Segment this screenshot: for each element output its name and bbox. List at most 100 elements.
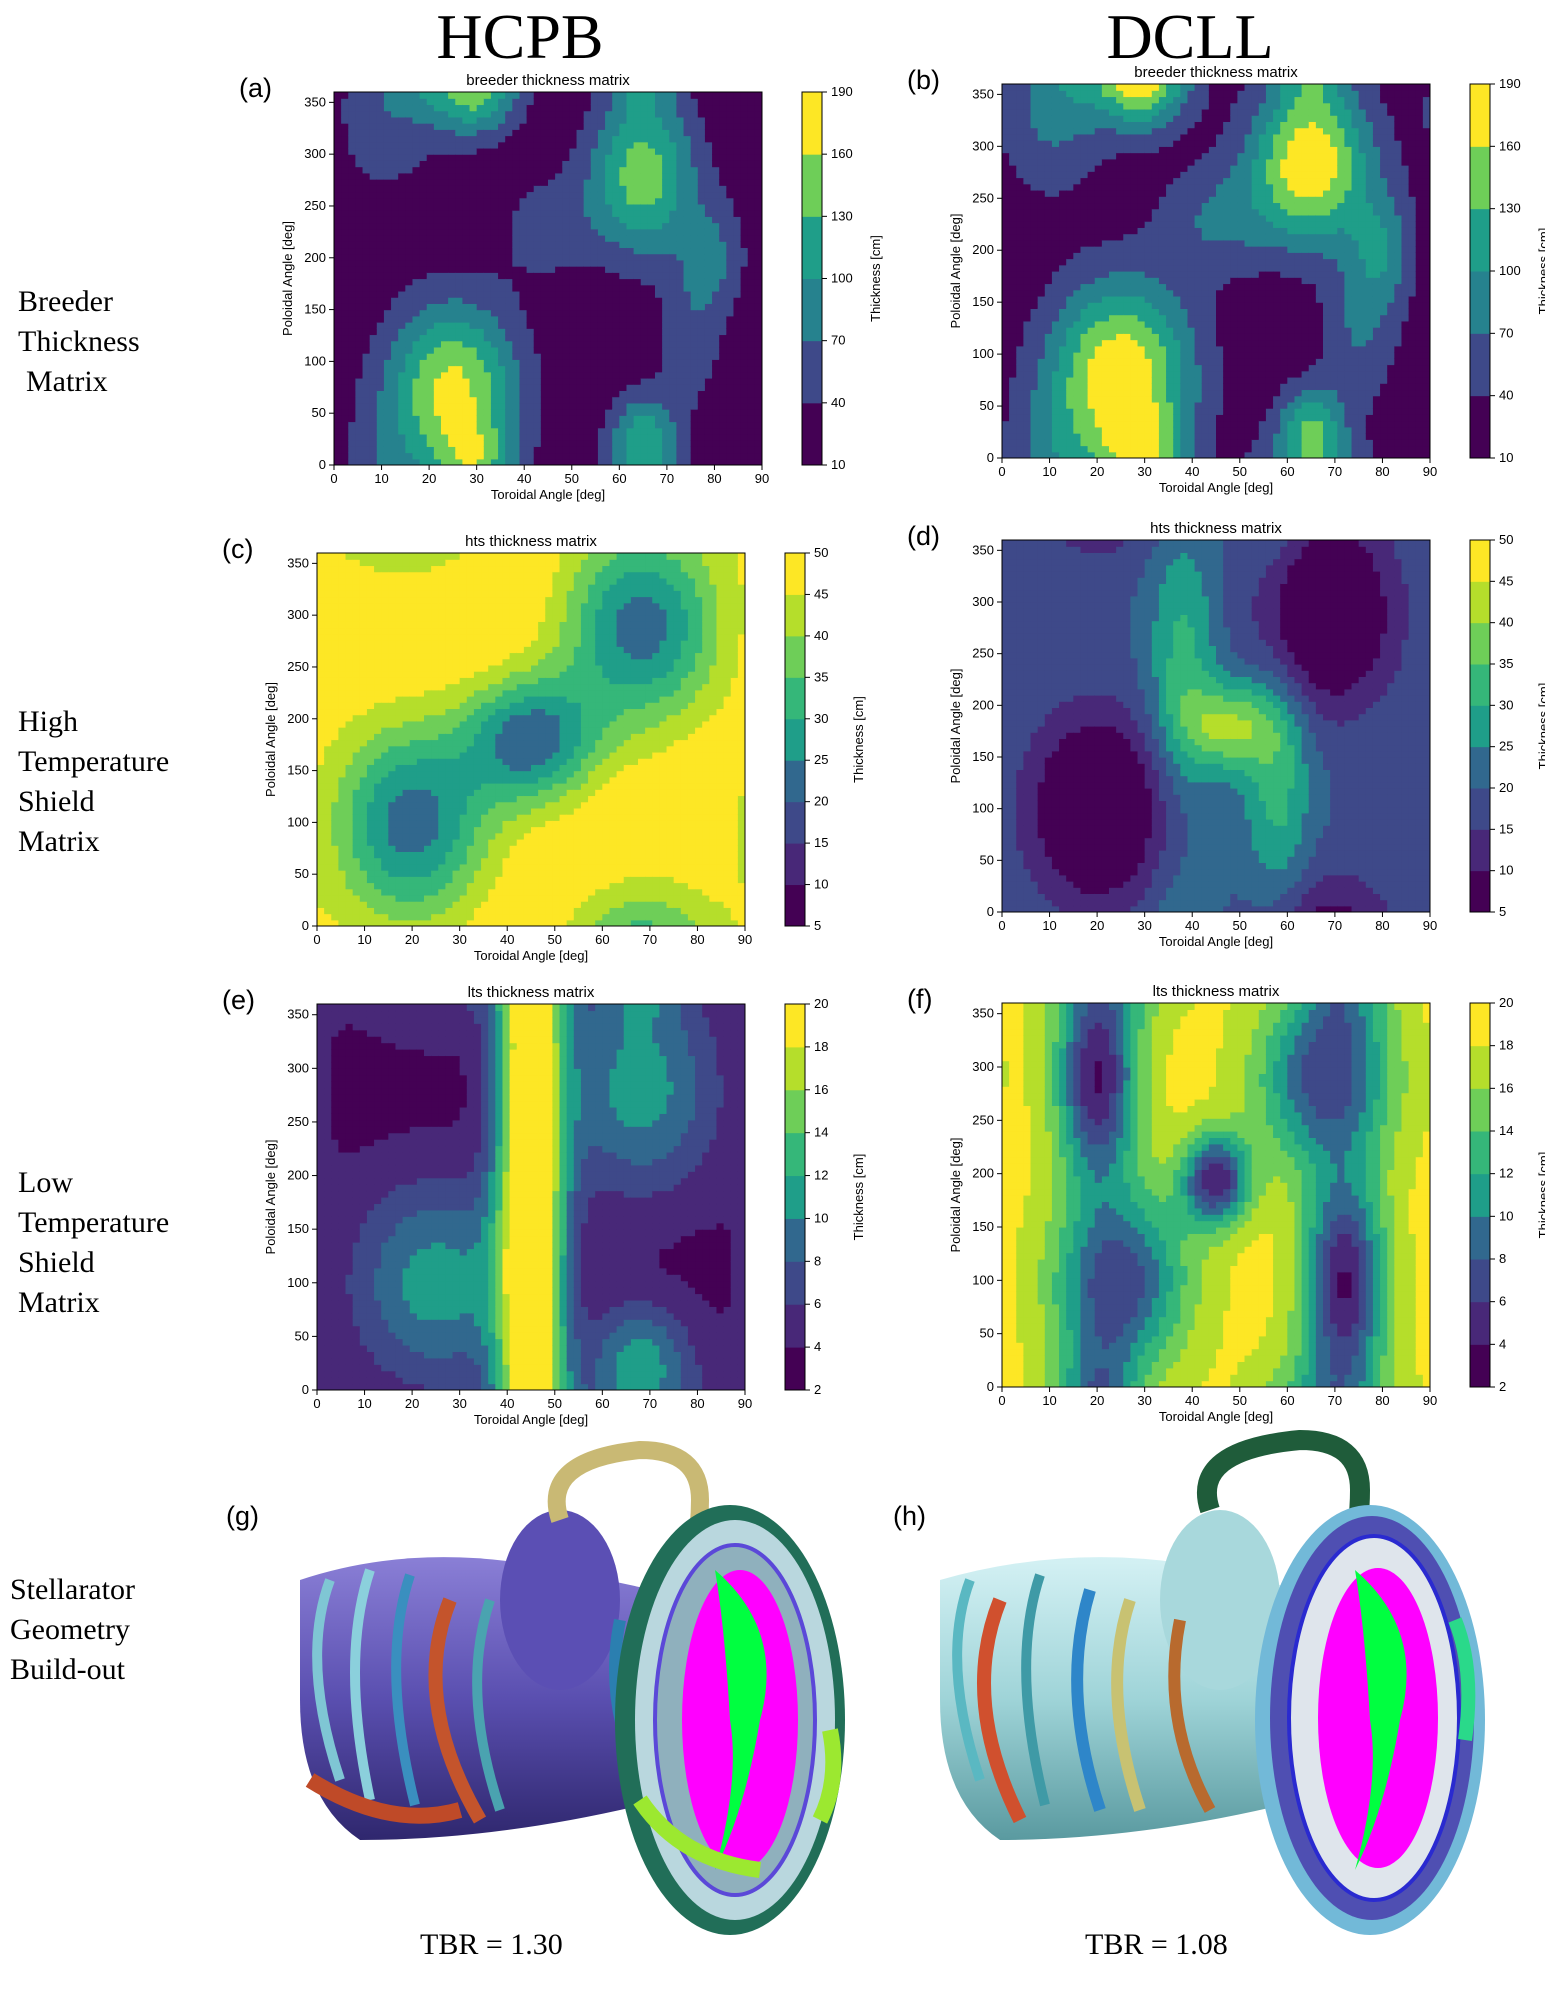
heatmap-cell xyxy=(1002,271,1010,278)
heatmap-cell xyxy=(683,359,692,367)
heatmap-cell xyxy=(719,346,727,354)
heatmap-cell xyxy=(697,384,706,391)
heatmap-cell xyxy=(490,346,499,354)
heatmap-cell xyxy=(426,384,435,391)
heatmap-cell xyxy=(405,191,414,199)
heatmap-cell xyxy=(712,396,720,404)
heatmap-cell xyxy=(690,253,699,261)
heatmap-cell xyxy=(583,129,592,137)
heatmap-cell xyxy=(1073,395,1082,403)
heatmap-cell xyxy=(704,272,713,280)
heatmap-cell xyxy=(555,421,563,429)
heatmap-cell xyxy=(590,315,599,323)
heatmap-cell xyxy=(362,166,371,174)
heatmap-cell xyxy=(483,228,492,236)
heatmap-cell xyxy=(704,154,713,161)
heatmap-cell xyxy=(341,172,349,180)
heatmap-cell xyxy=(462,172,471,180)
heatmap-cell xyxy=(1087,133,1096,141)
heatmap-cell xyxy=(490,210,499,217)
heatmap-cell xyxy=(433,427,442,435)
heatmap-cell xyxy=(655,315,663,323)
heatmap-cell xyxy=(1087,189,1096,197)
heatmap-cell xyxy=(605,234,613,242)
heatmap-cell xyxy=(1137,258,1146,266)
heatmap-cell xyxy=(626,234,635,242)
heatmap-cell xyxy=(1116,364,1124,372)
heatmap-cell xyxy=(1144,420,1153,428)
heatmap-cell xyxy=(462,203,471,211)
heatmap-cell xyxy=(612,297,620,304)
heatmap-cell xyxy=(676,328,685,336)
heatmap-cell xyxy=(498,259,506,267)
heatmap-cell xyxy=(441,92,449,99)
heatmap-cell xyxy=(697,278,706,286)
heatmap-cell xyxy=(1087,140,1096,147)
heatmap-cell xyxy=(483,452,492,460)
heatmap-cell xyxy=(655,141,663,149)
heatmap-cell xyxy=(1073,239,1082,247)
heatmap-cell xyxy=(1080,127,1089,135)
heatmap-cell xyxy=(1116,264,1124,272)
heatmap-cell xyxy=(1101,295,1110,303)
heatmap-cell xyxy=(754,154,762,161)
heatmap-cell xyxy=(1002,146,1010,154)
heatmap-cell xyxy=(619,98,628,106)
heatmap-cell xyxy=(640,390,649,398)
heatmap-cell xyxy=(391,421,399,429)
heatmap-cell xyxy=(719,328,727,336)
heatmap-cell xyxy=(1059,221,1067,228)
heatmap-cell xyxy=(562,415,570,423)
heatmap-cell xyxy=(633,409,642,416)
heatmap-cell xyxy=(462,116,471,124)
heatmap-cell xyxy=(1051,401,1060,409)
heatmap-cell xyxy=(662,284,670,292)
heatmap-cell xyxy=(448,197,456,205)
heatmap-cell xyxy=(1023,165,1032,172)
heatmap-cell xyxy=(369,297,378,304)
heatmap-cell xyxy=(533,147,542,155)
heatmap-cell xyxy=(1094,214,1103,222)
heatmap-cell xyxy=(754,328,762,336)
heatmap-cell xyxy=(1066,177,1074,185)
heatmap-cell xyxy=(341,266,349,273)
heatmap-cell xyxy=(398,222,406,230)
heatmap-cell xyxy=(1116,108,1124,116)
heatmap-cell xyxy=(455,160,463,168)
heatmap-cell xyxy=(433,396,442,404)
heatmap-cell xyxy=(676,253,685,261)
heatmap-cell xyxy=(362,346,371,354)
heatmap-cell xyxy=(590,402,599,410)
heatmap-cell xyxy=(398,185,406,193)
heatmap-cell xyxy=(1094,389,1103,397)
heatmap-cell xyxy=(1023,183,1032,191)
heatmap-cell xyxy=(362,415,371,423)
heatmap-cell xyxy=(733,458,742,465)
heatmap-cell xyxy=(640,104,649,112)
heatmap-cell xyxy=(683,154,692,161)
heatmap-cell xyxy=(704,222,713,230)
heatmap-cell xyxy=(1051,376,1060,384)
heatmap-cell xyxy=(448,377,456,385)
heatmap-cell xyxy=(362,433,371,441)
heatmap-cell xyxy=(455,141,463,149)
heatmap-cell xyxy=(1144,395,1153,403)
heatmap-cell xyxy=(1044,108,1053,116)
heatmap-cell xyxy=(1109,233,1117,241)
heatmap-cell xyxy=(1073,376,1082,384)
heatmap-cell xyxy=(448,216,456,224)
heatmap-cell xyxy=(662,371,670,379)
heatmap-cell xyxy=(697,210,706,217)
heatmap-cell xyxy=(1080,165,1089,172)
heatmap-cell xyxy=(1002,364,1010,372)
heatmap-cell xyxy=(433,415,442,423)
heatmap-cell xyxy=(1037,320,1046,328)
heatmap-cell xyxy=(419,259,428,267)
heatmap-cell xyxy=(747,365,756,373)
heatmap-cell xyxy=(754,359,762,367)
heatmap-cell xyxy=(1130,196,1139,204)
heatmap-cell xyxy=(540,458,549,465)
heatmap-cell xyxy=(505,110,513,118)
heatmap-cell xyxy=(441,216,449,224)
heatmap-cell xyxy=(441,259,449,267)
